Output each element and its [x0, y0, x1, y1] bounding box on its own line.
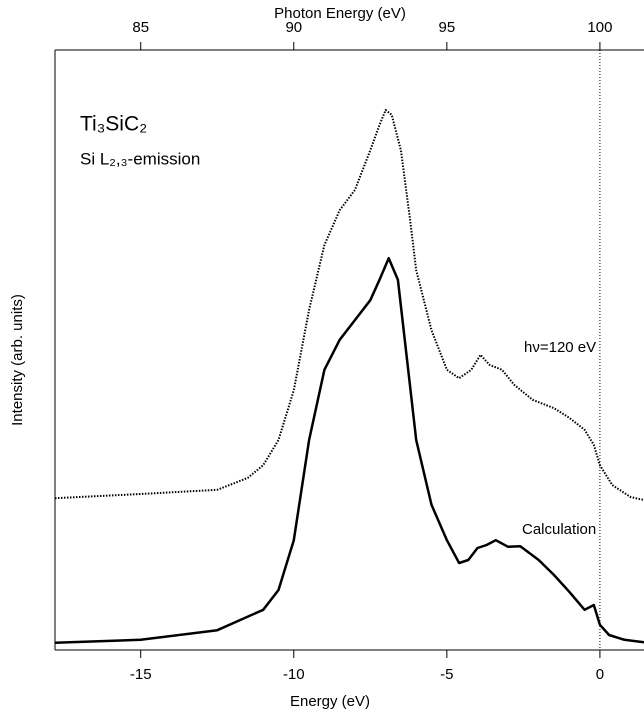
top-tick-label: 100	[587, 19, 612, 36]
x-tick-label: -15	[130, 666, 152, 683]
compound-label: Ti₃SiC₂	[80, 113, 147, 136]
top-tick-label: 95	[439, 19, 456, 36]
emission-label: Si L₂,₃-emission	[80, 149, 200, 168]
x-axis-title: Energy (eV)	[290, 693, 370, 710]
series-label: Calculation	[522, 521, 596, 538]
x-tick-label: -10	[283, 666, 305, 683]
y-axis-title: Intensity (arb. units)	[9, 294, 26, 426]
x-tick-label: -5	[440, 666, 453, 683]
top-tick-label: 90	[285, 19, 302, 36]
series-line	[54, 256, 644, 645]
series-line	[54, 109, 644, 501]
x-tick-label: 0	[596, 666, 604, 683]
top-tick-label: 85	[132, 19, 149, 36]
series-label: hν=120 eV	[524, 339, 596, 356]
top-axis-title: Photon Energy (eV)	[274, 5, 406, 22]
